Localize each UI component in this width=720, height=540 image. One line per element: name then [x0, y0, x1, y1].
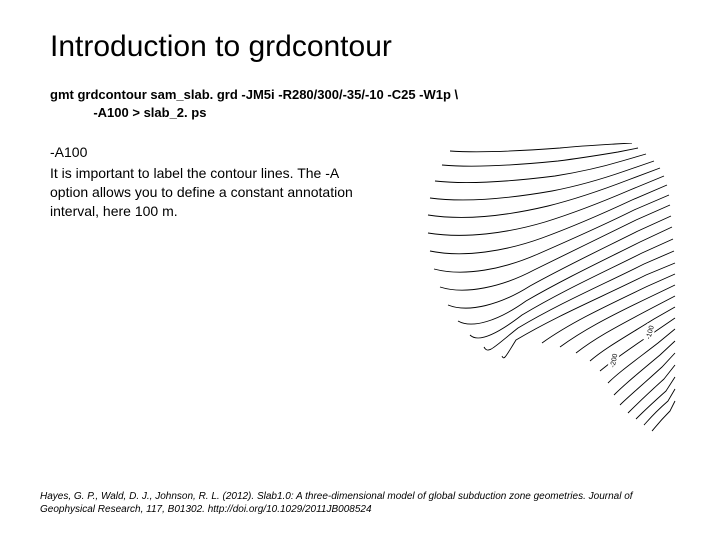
contour-line: [430, 185, 667, 254]
contour-line: [576, 296, 675, 353]
contour-line: [620, 353, 675, 405]
command-block: gmt grdcontour sam_slab. grd -JM5i -R280…: [50, 86, 680, 121]
contour-line: [542, 274, 675, 343]
command-line-1: gmt grdcontour sam_slab. grd -JM5i -R280…: [50, 87, 458, 102]
contour-line: [440, 205, 670, 290]
contour-figure: -200-100: [420, 143, 680, 443]
contour-line: [450, 143, 632, 152]
slide: Introduction to grdcontour gmt grdcontou…: [0, 0, 720, 540]
contour-line: [428, 176, 664, 235]
figure-column: -200-100: [370, 143, 680, 443]
body-row: -A100 It is important to label the conto…: [50, 143, 680, 443]
contour-line: [458, 227, 672, 324]
contour-line: [435, 154, 646, 183]
contour-line: [628, 365, 675, 413]
text-column: -A100 It is important to label the conto…: [50, 143, 370, 221]
citation: Hayes, G. P., Wald, D. J., Johnson, R. L…: [40, 491, 680, 516]
contour-line: [442, 148, 638, 166]
slide-title: Introduction to grdcontour: [50, 30, 680, 64]
contour-line: [614, 341, 675, 395]
contour-line: [560, 285, 675, 347]
command-line-2: -A100 > slab_2. ps: [50, 105, 206, 120]
option-label: -A100: [50, 143, 370, 162]
contour-label: -200: [610, 353, 620, 368]
explanation-text: It is important to label the contour lin…: [50, 164, 370, 221]
